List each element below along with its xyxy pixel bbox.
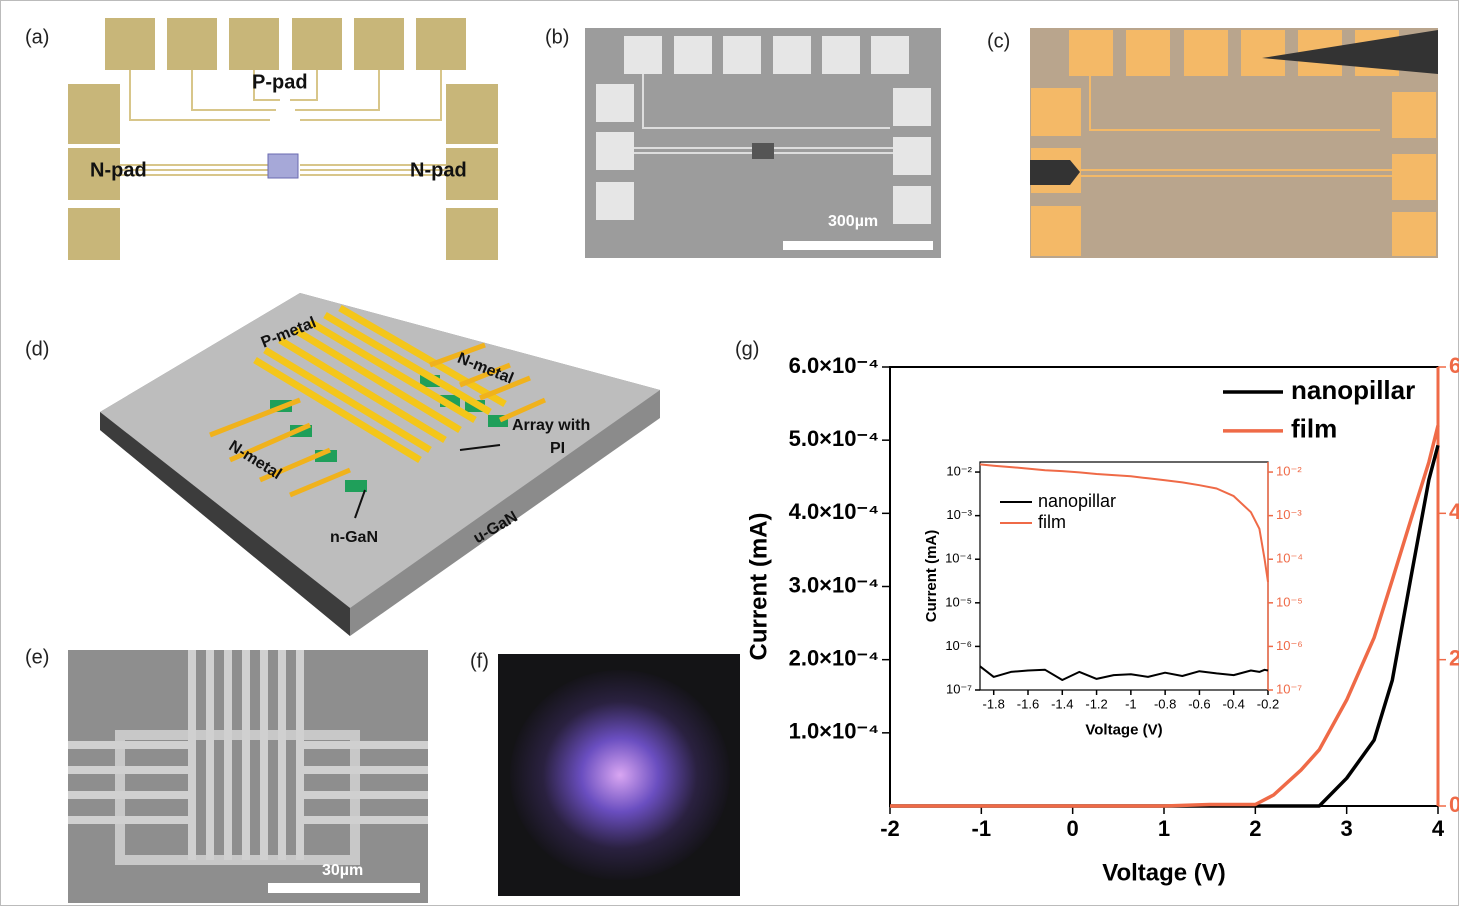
x-tick-label: -0.4 [1223,696,1245,711]
y2-tick-label: 0 [1449,792,1459,817]
x-tick-label: -1.4 [1051,696,1073,711]
y2-tick-label: 10⁻⁶ [1276,638,1303,653]
panel-label: (c) [987,30,1010,52]
y2-tick-label: 10⁻³ [1276,507,1302,522]
x-tick-label: -0.8 [1154,696,1176,711]
y2-tick-label: 10⁻⁵ [1276,594,1303,609]
annotation: N-pad [90,159,147,181]
scale-label: 300µm [828,213,878,230]
panel-label: (d) [25,338,49,360]
x-tick-label: 3 [1341,816,1353,841]
y2-tick-label: 10⁻⁷ [1276,681,1302,696]
x-axis-label: Voltage (V) [1085,721,1162,738]
panel-e [68,650,428,903]
y-tick-label: 1.0×10⁻⁴ [789,719,879,744]
y2-tick-label: 2 [1449,645,1459,670]
y-tick-label: 2.0×10⁻⁴ [789,645,879,670]
x-tick-label: 4 [1432,816,1445,841]
y-tick-label: 10⁻³ [946,507,972,522]
x-tick-label: -2 [880,816,900,841]
plot-frame [980,462,1268,690]
panel-b [585,28,941,258]
x-tick-label: 2 [1249,816,1261,841]
x-tick-label: -1.8 [983,696,1005,711]
y-tick-label: 3.0×10⁻⁴ [789,572,879,597]
x-tick-label: 1 [1158,816,1170,841]
y2-tick-label: 6 [1449,353,1459,378]
legend-label: nanopillar [1291,375,1415,405]
annotation: N-pad [410,159,467,181]
panel-label: (g) [735,338,759,360]
y-tick-label: 10⁻² [946,463,972,478]
emission [510,670,730,880]
x-tick-label: -1.2 [1085,696,1107,711]
legend-label: film [1291,414,1337,444]
x-axis-label: Voltage (V) [1102,860,1226,887]
x-tick-label: -0.2 [1257,696,1279,711]
panel-label: (f) [470,650,489,672]
y2-tick-label: 10⁻⁴ [1276,551,1303,566]
panel-c [1030,28,1438,258]
x-tick-label: -1 [1125,696,1137,711]
scale-label: 30µm [322,862,363,879]
y-tick-label: 10⁻⁵ [945,594,972,609]
annotation: P-pad [252,71,308,93]
y-axis-label: Current (mA) [923,530,940,623]
x-tick-label: -0.6 [1188,696,1210,711]
annotation: n-GaN [330,529,378,546]
y-axis-label: Current (mA) [745,513,772,661]
x-tick-label: 0 [1067,816,1079,841]
legend-label: film [1038,512,1066,532]
y2-tick-label: 10⁻² [1276,463,1302,478]
legend-label: nanopillar [1038,491,1116,511]
x-tick-label: -1.6 [1017,696,1039,711]
x-tick-label: -1 [972,816,992,841]
y-tick-label: 10⁻⁴ [945,551,972,566]
panel-label: (e) [25,646,49,668]
y-tick-label: 5.0×10⁻⁴ [789,426,879,451]
panel-label: (b) [545,26,569,48]
annotation: Array with [512,417,590,434]
y-tick-label: 10⁻⁷ [946,681,972,696]
annotation: PI [550,440,565,457]
y-tick-label: 10⁻⁶ [945,638,972,653]
y2-tick-label: 4 [1449,499,1459,524]
figure: (a) (b) (c) (d) (e) (f) (g) P-pad N-pad … [0,0,1459,906]
panel-label: (a) [25,26,49,48]
y-tick-label: 4.0×10⁻⁴ [789,499,879,524]
y-tick-label: 6.0×10⁻⁴ [789,353,879,378]
